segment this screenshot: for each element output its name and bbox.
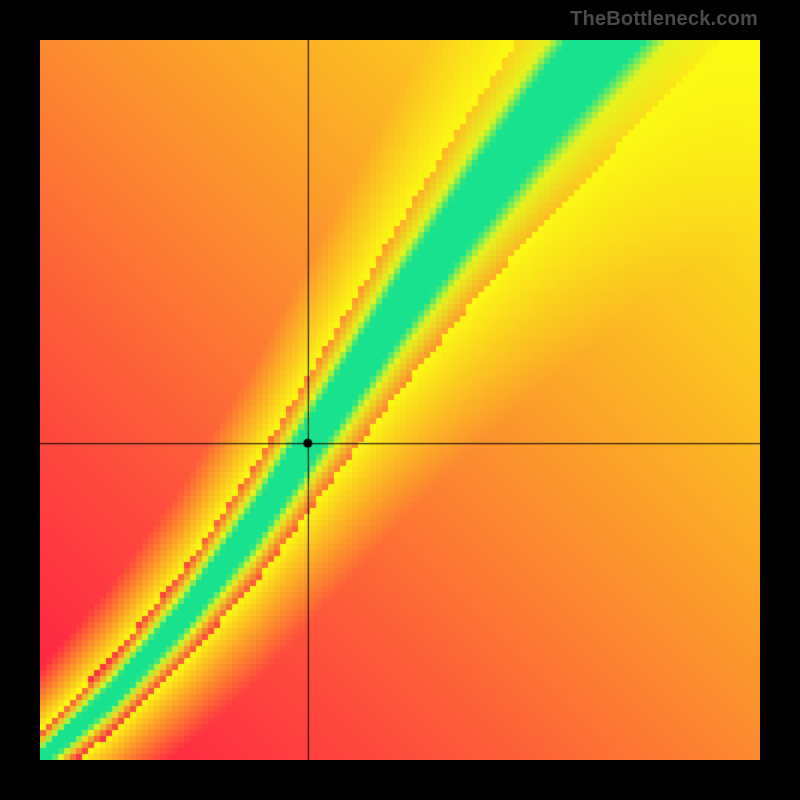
bottleneck-heatmap bbox=[40, 40, 760, 760]
figure-root: TheBottleneck.com bbox=[0, 0, 800, 800]
plot-area bbox=[40, 40, 760, 760]
attribution-text: TheBottleneck.com bbox=[570, 8, 758, 31]
